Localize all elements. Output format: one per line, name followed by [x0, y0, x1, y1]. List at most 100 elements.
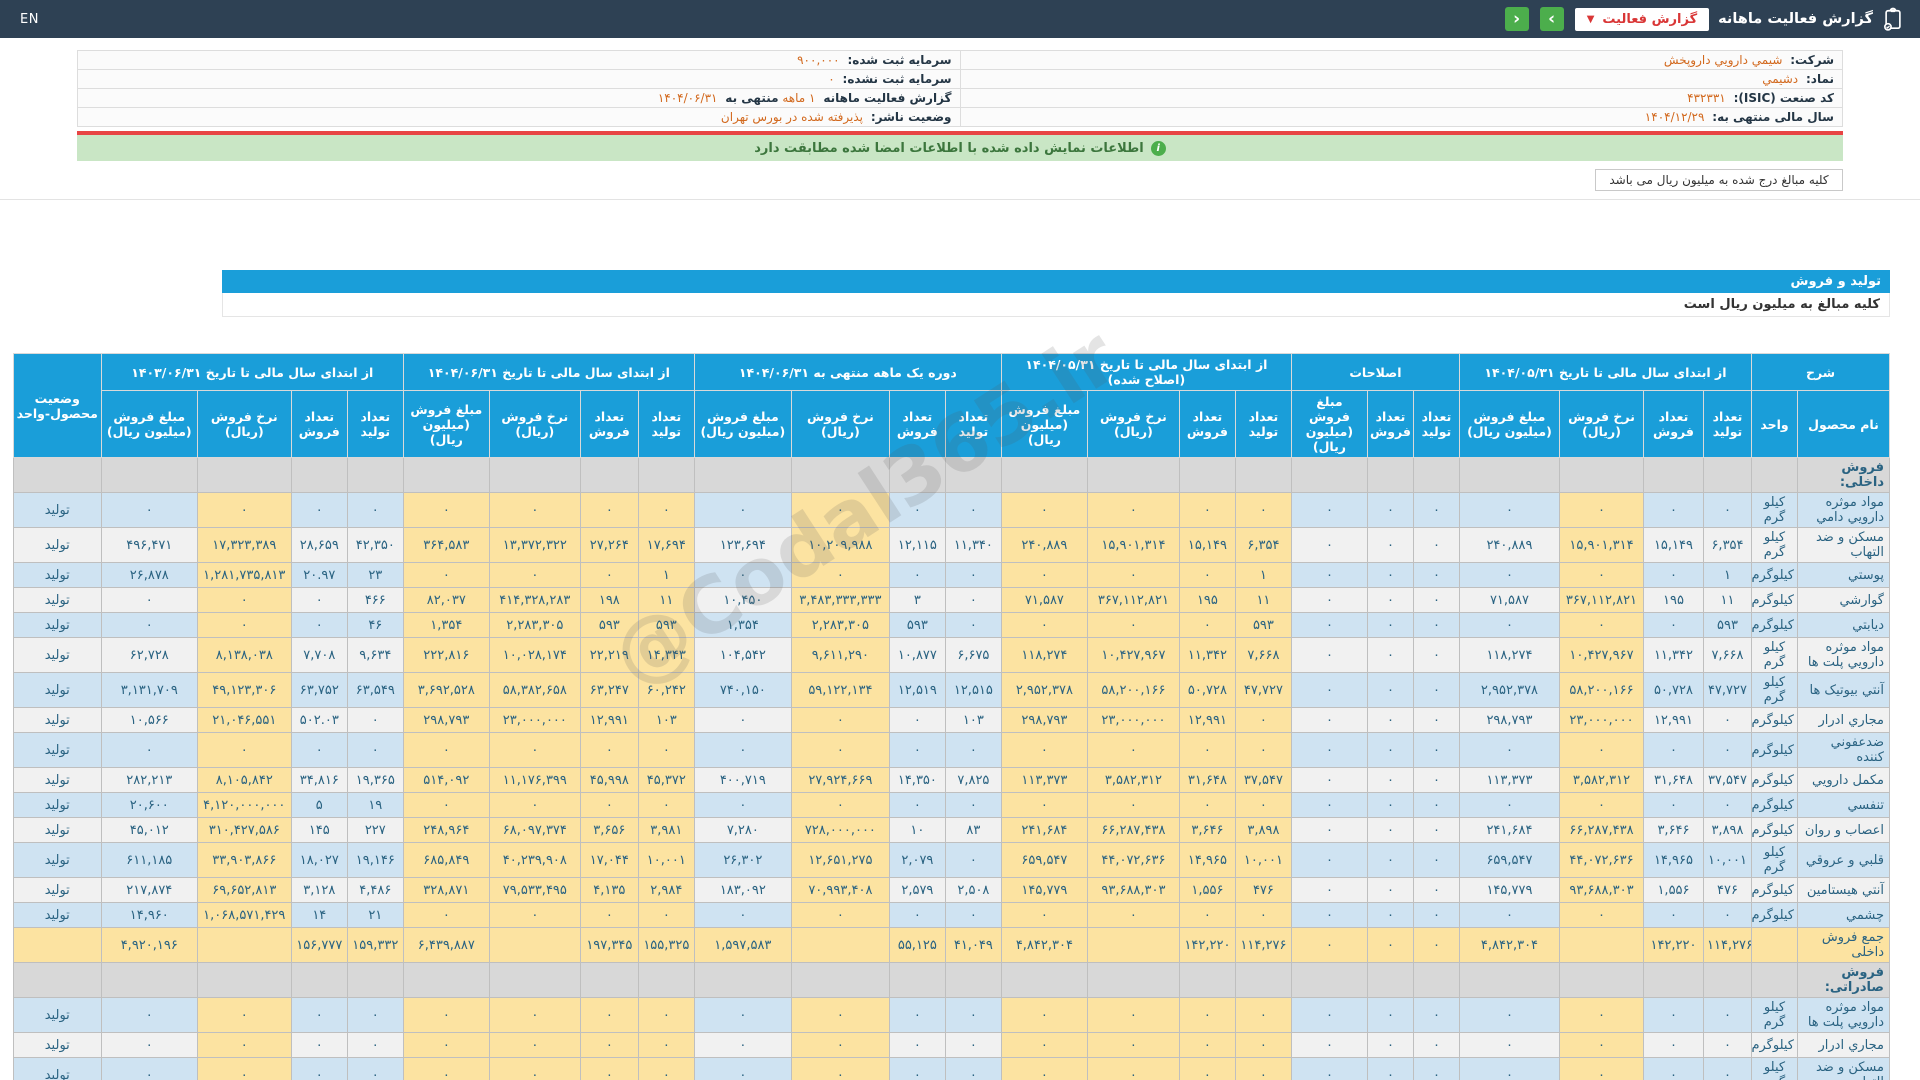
section-label-cell: فروش صادراتی:	[1797, 962, 1890, 998]
value-cell: ۳۱,۶۴۸	[1178, 767, 1236, 793]
value-cell: ۱۴,۹۶۵	[1642, 842, 1704, 878]
nav-prev-button[interactable]: ‹	[1504, 7, 1529, 31]
value-cell: ۰	[637, 902, 695, 928]
status-cell: تولید	[12, 877, 102, 903]
product-name-cell: دیابتي	[1797, 612, 1890, 638]
value-cell	[1086, 927, 1180, 963]
value-cell: ۰	[888, 997, 946, 1033]
value-cell: ۳۲۸,۸۷۱	[402, 877, 490, 903]
value-cell: ۱۱۴,۲۷۶	[1234, 927, 1292, 963]
value-cell: ۱۷,۶۹۴	[637, 527, 695, 563]
value-cell: ۰	[1558, 612, 1644, 638]
info-row: شرکت: شیمي دارویي داروپخش سرمایه ثبت شده…	[77, 50, 1843, 70]
value-cell: ۰	[944, 1032, 1002, 1058]
value-cell: ۰	[1642, 1057, 1704, 1080]
value-cell: ۱۹۵	[1178, 587, 1236, 613]
product-name-cell: جمع فروش داخلی	[1797, 927, 1890, 963]
value-cell: ۰	[1558, 1032, 1644, 1058]
unit-cell: کیلو گرم	[1750, 842, 1799, 878]
report-type-dropdown[interactable]: گزارش فعالیت ▼	[1574, 7, 1710, 31]
value-cell: ۰	[693, 732, 792, 768]
value-cell	[790, 927, 890, 963]
value-cell: ۱۱۴,۲۷۶	[1702, 927, 1752, 963]
column-header: تعداد فروش	[888, 390, 946, 458]
status-cell: تولید	[12, 997, 102, 1033]
value-cell: ۱۰	[888, 817, 946, 843]
table-row: مواد موثره دارویي پلت ها کیلو گرم ۷,۶۶۸ ۱۱,…	[12, 637, 1890, 673]
value-cell: ۰	[888, 562, 946, 588]
value-cell: ۰	[488, 902, 581, 928]
value-cell: ۰	[1366, 927, 1414, 963]
value-cell: ۰	[790, 1032, 890, 1058]
empty-cell	[888, 457, 946, 493]
product-name-cell: ضدعفوني کننده	[1797, 732, 1890, 768]
unit-cell: کیلو گرم	[1750, 997, 1799, 1033]
section-label-cell: فروش داخلی:	[1797, 457, 1890, 493]
value-cell: ۱۰,۰۰۱	[637, 842, 695, 878]
value-cell: ۰	[1178, 1032, 1236, 1058]
value-cell: ۴۹۶,۴۷۱	[100, 527, 198, 563]
empty-cell	[12, 457, 102, 493]
value-cell: ۰	[1412, 927, 1460, 963]
value-cell: ۰	[637, 1057, 695, 1080]
value-cell: ۱۳,۳۷۲,۳۲۲	[488, 527, 581, 563]
value-cell: ۰	[1458, 902, 1560, 928]
value-cell: ۰	[1366, 842, 1414, 878]
value-cell: ۰	[1366, 1032, 1414, 1058]
value-cell: ۱۱,۳۴۲	[1642, 637, 1704, 673]
column-header: تعداد تولید	[944, 390, 1002, 458]
product-name-cell: آنتي بیوتیک ها	[1797, 672, 1890, 708]
value-cell: ۰	[693, 562, 792, 588]
empty-cell	[790, 457, 890, 493]
status-cell: تولید	[12, 707, 102, 733]
unit-cell: کیلوگرم	[1750, 877, 1799, 903]
chevron-down-icon: ▼	[1586, 13, 1595, 25]
value-cell: ۶,۳۵۴	[1234, 527, 1292, 563]
value-cell: ۰	[196, 732, 292, 768]
value-cell: ۰	[1458, 492, 1560, 528]
isic-cell: کد صنعت (ISIC): ۴۳۲۳۳۱	[959, 88, 1843, 108]
unit-cell: کیلوگرم	[1750, 562, 1799, 588]
value-cell: ۰	[1412, 562, 1460, 588]
value-cell: ۰	[488, 732, 581, 768]
value-cell: ۰	[100, 612, 198, 638]
status-cell: تولید	[12, 842, 102, 878]
value-cell: ۰	[888, 792, 946, 818]
empty-cell	[402, 962, 490, 998]
value-cell: ۰	[290, 587, 348, 613]
value-cell: ۲۹۸,۷۹۳	[1000, 707, 1088, 733]
value-cell: ۰	[790, 1057, 890, 1080]
value-cell: ۱۹,۱۴۶	[346, 842, 404, 878]
value-cell: ۲,۲۸۳,۳۰۵	[790, 612, 890, 638]
empty-cell	[637, 962, 695, 998]
empty-cell	[693, 962, 792, 998]
value-cell: ۱,۳۵۴	[693, 612, 792, 638]
value-cell: ۱۱۸,۲۷۴	[1000, 637, 1088, 673]
empty-cell	[1178, 962, 1236, 998]
value-cell: ۰	[1290, 792, 1368, 818]
product-name-cell: مسکن و ضد التهاب	[1797, 527, 1890, 563]
status-cell: تولید	[12, 1057, 102, 1080]
value-cell: ۱۰,۴۵۰	[693, 587, 792, 613]
value-cell: ۰	[888, 902, 946, 928]
language-toggle[interactable]: EN	[20, 11, 39, 27]
value-cell: ۰	[290, 997, 348, 1033]
value-cell: ۱	[637, 562, 695, 588]
value-cell: ۱۰,۴۲۷,۹۶۷	[1558, 637, 1644, 673]
value-cell: ۰	[1642, 792, 1704, 818]
nav-next-button[interactable]: ›	[1539, 7, 1564, 31]
value-cell: ۰	[1086, 562, 1180, 588]
value-cell: ۳۴,۸۱۶	[290, 767, 348, 793]
value-cell: ۰	[1412, 1057, 1460, 1080]
value-cell: ۰	[1086, 902, 1180, 928]
value-cell: ۲,۰۷۹	[888, 842, 946, 878]
value-cell: ۱۹,۳۶۵	[346, 767, 404, 793]
value-cell: ۰	[1290, 492, 1368, 528]
value-cell: ۰	[1366, 997, 1414, 1033]
value-cell: ۰	[1366, 587, 1414, 613]
value-cell: ۱۹۵	[1642, 587, 1704, 613]
section-row: فروش داخلی:	[12, 457, 1890, 493]
unit-cell: کیلو گرم	[1750, 637, 1799, 673]
table-row: مواد موثره دارویي دامي کیلو گرم ۰ ۰ ۰ ۰ ۰ ۰ ۰ ۰ ۰ ۰…	[12, 492, 1890, 528]
value-cell: ۰	[100, 492, 198, 528]
